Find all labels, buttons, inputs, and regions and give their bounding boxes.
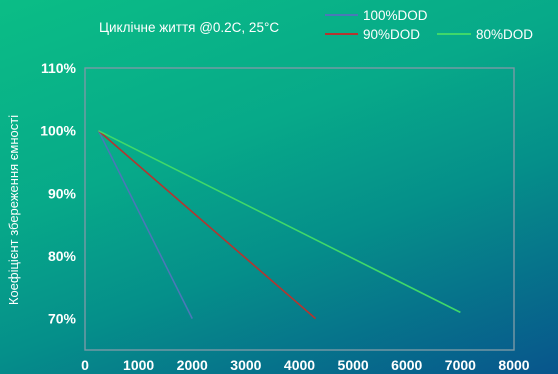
series-lines [97,129,461,320]
y-tick-label: 80% [48,248,77,264]
chart-title: Циклічне життя @0.2C, 25°C [99,20,279,35]
legend-label-2: 90%DOD [363,27,420,42]
series-line-3 [98,129,461,314]
x-tick-label: 2000 [177,357,208,373]
plot-frame [84,67,515,351]
x-tick-label: 0 [81,357,89,373]
series-line-1 [97,130,193,320]
legend: 100%DOD 90%DOD 80%DOD [325,8,533,42]
x-tick-label: 1000 [123,357,154,373]
y-tick-label: 70% [48,311,77,327]
x-tick-label: 6000 [391,357,422,373]
x-axis-ticks: 0 1000 2000 3000 4000 5000 6000 7000 8000 [81,357,530,373]
y-tick-label: 110% [41,60,77,76]
x-tick-label: 7000 [445,357,476,373]
legend-label-3: 80%DOD [476,27,533,42]
legend-label-1: 100%DOD [363,8,428,23]
y-axis-label: Коефіцієнт збереження ємності [6,115,21,305]
y-tick-label: 100% [40,123,76,139]
series-line-2 [97,130,317,320]
y-axis-ticks: 110% 100% 90% 80% 70% [40,60,76,327]
x-tick-label: 5000 [338,357,369,373]
x-tick-label: 3000 [230,357,261,373]
y-tick-label: 90% [48,185,77,201]
x-tick-label: 8000 [498,357,529,373]
x-tick-label: 4000 [284,357,315,373]
